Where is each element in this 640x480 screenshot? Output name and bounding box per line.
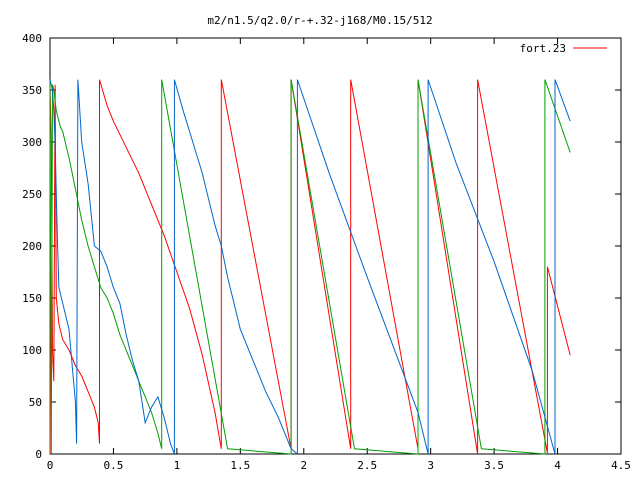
series-lines: [49, 79, 571, 456]
x-tick-label: 1: [174, 459, 181, 472]
x-tick-label: 3: [427, 459, 434, 472]
x-tick-label: 0.5: [104, 459, 124, 472]
y-tick-label: 300: [22, 136, 42, 149]
y-tick-label: 100: [22, 344, 42, 357]
legend: fort.23: [520, 42, 607, 55]
y-tick-label: 0: [35, 448, 42, 461]
legend-label: fort.23: [520, 42, 566, 55]
series-line-3: [49, 79, 571, 456]
series-line-1: [49, 79, 571, 455]
x-tick-label: 2: [300, 459, 307, 472]
x-tick-label: 2.5: [357, 459, 377, 472]
y-tick-label: 150: [22, 292, 42, 305]
x-tick-label: 4: [554, 459, 561, 472]
y-tick-label: 250: [22, 188, 42, 201]
y-tick-label: 350: [22, 84, 42, 97]
x-tick-label: 1.5: [230, 459, 250, 472]
y-tick-label: 50: [29, 396, 42, 409]
x-tick-label: 0: [47, 459, 54, 472]
y-tick-label: 200: [22, 240, 42, 253]
x-tick-label: 3.5: [484, 459, 504, 472]
chart-title: m2/n1.5/q2.0/r-+.32-j168/M0.15/512: [207, 14, 432, 27]
series-line-2: [49, 79, 571, 455]
axes: 0 0.5 1 1.5 2 2.5 3 3.5 4 4.5 0 50 100 150 200 250 300 35…: [22, 32, 631, 472]
plot-frame: [49, 37, 622, 455]
y-tick-label: 400: [22, 32, 42, 45]
x-tick-label: 4.5: [611, 459, 631, 472]
